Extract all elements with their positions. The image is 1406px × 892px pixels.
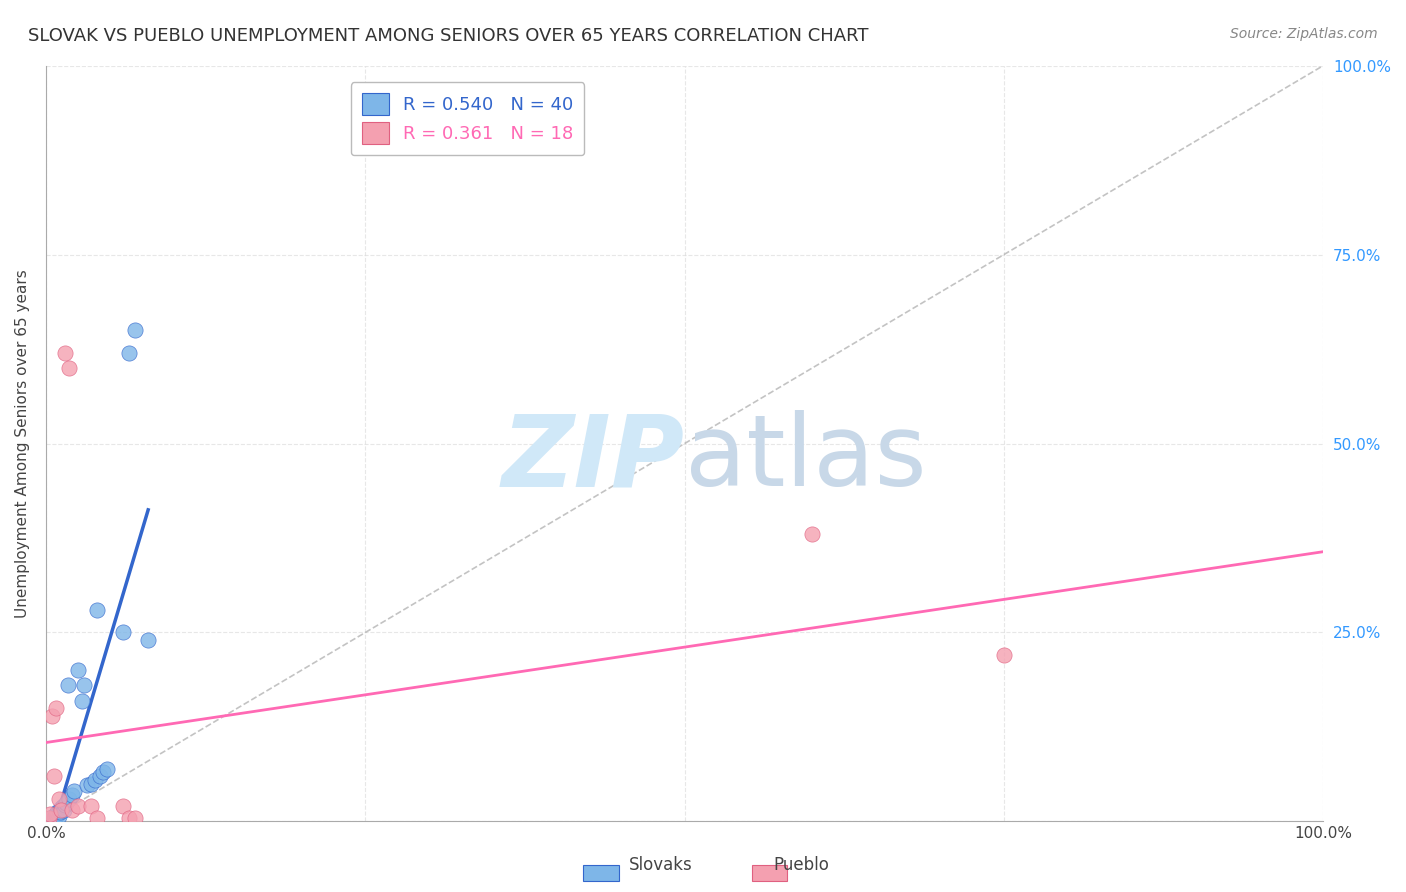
Point (86, 811, 108, 825)
Point (45, 701, 67, 715)
Point (60, 803, 83, 817)
Point (89, 769, 111, 783)
Point (86, 603, 108, 617)
Text: Source: ZipAtlas.com: Source: ZipAtlas.com (1230, 27, 1378, 41)
Y-axis label: Unemployment Among Seniors over 65 years: Unemployment Among Seniors over 65 years (15, 269, 30, 618)
Point (42, 812, 65, 826)
Point (118, 811, 141, 825)
Point (39, 811, 62, 825)
Point (41, 810, 63, 824)
Point (49, 805, 72, 819)
Point (48, 791, 70, 805)
Point (63, 784, 86, 798)
Point (79, 799, 101, 814)
Text: ZIP: ZIP (502, 410, 685, 508)
Text: SLOVAK VS PUEBLO UNEMPLOYMENT AMONG SENIORS OVER 65 YEARS CORRELATION CHART: SLOVAK VS PUEBLO UNEMPLOYMENT AMONG SENI… (28, 27, 869, 45)
Point (66, 663, 89, 677)
Point (79, 777, 101, 791)
Point (58, 791, 80, 805)
Point (83, 772, 105, 787)
Point (44, 809, 66, 823)
Point (38, 806, 60, 821)
Point (801, 527, 824, 541)
Point (66, 799, 89, 814)
Point (46, 807, 69, 822)
Point (136, 633, 159, 648)
Point (124, 323, 146, 337)
Point (39, 812, 62, 826)
Text: Slovaks: Slovaks (628, 856, 693, 874)
Point (51, 803, 73, 817)
Point (41, 708, 63, 723)
Point (42, 811, 65, 825)
Point (48, 804, 70, 818)
Point (51, 801, 73, 815)
Point (96, 762, 118, 776)
Point (76, 778, 98, 792)
Point (56, 678, 79, 692)
Point (53, 797, 76, 812)
Point (52, 799, 75, 814)
Point (46, 805, 69, 820)
Point (45, 808, 67, 822)
Point (58, 360, 80, 375)
Point (70, 693, 93, 707)
Point (55, 796, 77, 810)
Point (48, 809, 70, 823)
Point (73, 678, 96, 692)
Point (45, 806, 67, 821)
Point (38, 812, 60, 826)
Point (60, 788, 83, 802)
Point (38, 813, 60, 827)
Point (118, 346, 141, 360)
Text: atlas: atlas (685, 410, 927, 508)
Legend: R = 0.540   N = 40, R = 0.361   N = 18: R = 0.540 N = 40, R = 0.361 N = 18 (350, 82, 585, 155)
Point (53, 346, 76, 360)
Point (111, 799, 134, 814)
Point (111, 625, 134, 640)
Point (993, 648, 1015, 662)
Point (41, 812, 63, 826)
Point (44, 811, 66, 825)
Text: Pueblo: Pueblo (773, 856, 830, 874)
Point (93, 765, 115, 780)
Point (52, 803, 75, 817)
Point (42, 769, 65, 783)
Point (38, 811, 60, 825)
Point (124, 811, 146, 825)
